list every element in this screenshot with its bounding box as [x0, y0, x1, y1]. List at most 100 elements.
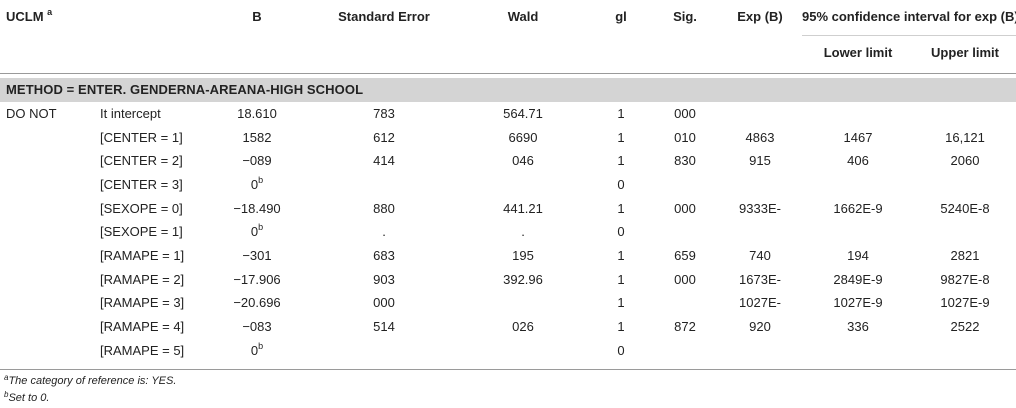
cell-sig	[652, 220, 718, 244]
cell-variable: [CENTER = 2]	[100, 153, 183, 169]
cell-group	[0, 244, 92, 268]
cell-group	[0, 173, 92, 197]
cell-lower-limit: 1027E-9	[833, 295, 883, 311]
header-sig: Sig.	[673, 9, 697, 24]
cell-variable: [RAMAPE = 4]	[100, 319, 185, 335]
cell-variable: [RAMAPE = 2]	[100, 271, 185, 287]
cell-wald: 026	[512, 319, 534, 335]
cell-group	[0, 267, 92, 291]
cell-b: −18.490	[233, 200, 281, 216]
cell-exp-b	[718, 173, 802, 197]
table-row: [RAMAPE = 1] −301 683 195 1 659 740 194 2821	[0, 244, 1016, 268]
cell-b: 18.610	[237, 105, 277, 121]
cell-upper-limit	[914, 102, 1016, 126]
cell-standard-error: 880	[373, 200, 395, 216]
cell-gl: 1	[617, 200, 625, 216]
cell-wald	[456, 291, 590, 315]
cell-group	[0, 338, 92, 362]
table-row: [SEXOPE = 1] 0b.. 0	[0, 220, 1016, 244]
cell-upper-limit: 1027E-9	[940, 295, 990, 311]
footnote-marker: b	[258, 174, 264, 185]
cell-upper-limit	[914, 338, 1016, 362]
cell-gl: 0	[617, 342, 625, 358]
cell-wald: 441.21	[503, 200, 543, 216]
cell-variable: [RAMAPE = 3]	[100, 295, 185, 311]
cell-gl: 1	[617, 105, 625, 121]
header-confidence-interval: 95% confidence interval for exp (B)	[802, 0, 1016, 36]
table-row: [CENTER = 3] 0b 0	[0, 173, 1016, 197]
cell-standard-error: 000	[373, 295, 395, 311]
header-exp-b: Exp (B)	[737, 9, 783, 24]
footnote-b: bSet to 0.	[4, 390, 50, 405]
footnote-marker: b	[258, 340, 264, 351]
cell-upper-limit	[914, 173, 1016, 197]
cell-b: −20.696	[233, 295, 281, 311]
cell-lower-limit: 1662E-9	[833, 200, 883, 216]
regression-table: UCLM a B Standard Error Wald gl Sig. Exp…	[0, 0, 1016, 362]
table-row: [RAMAPE = 4] −083 514 026 1 872 920 336 2522	[0, 315, 1016, 339]
cell-variable: [CENTER = 1]	[100, 129, 183, 145]
cell-exp-b	[718, 102, 802, 126]
cell-wald: .	[521, 224, 525, 240]
cell-gl: 1	[617, 271, 625, 287]
cell-upper-limit: 2522	[950, 319, 980, 335]
cell-lower-limit: 1467	[843, 129, 873, 145]
cell-wald: 392.96	[503, 271, 543, 287]
cell-exp-b: 920	[749, 319, 771, 335]
cell-sig: 830	[674, 153, 696, 169]
cell-gl: 1	[617, 129, 625, 145]
cell-group	[0, 220, 92, 244]
cell-variable: [RAMAPE = 1]	[100, 247, 185, 263]
cell-sig: 010	[674, 129, 696, 145]
cell-sig: 000	[674, 105, 696, 121]
table-row: DO NOT It intercept 18.610 783 564.71 1 000	[0, 102, 1016, 126]
table-row: [CENTER = 1] 1582 612 6690 1 010 4863 1467 16,12…	[0, 125, 1016, 149]
table-row: [SEXOPE = 0] −18.490 880 441.21 1 000 9333E- 16…	[0, 196, 1016, 220]
cell-group	[0, 291, 92, 315]
cell-wald: 6690	[508, 129, 538, 145]
cell-b: −301	[242, 247, 272, 263]
cell-group: DO NOT	[6, 105, 57, 121]
cell-upper-limit	[914, 220, 1016, 244]
cell-lower-limit: 336	[847, 319, 869, 335]
cell-b: −089	[242, 153, 272, 169]
cell-b: 1582	[242, 129, 272, 145]
cell-sig: 000	[674, 271, 696, 287]
cell-standard-error	[312, 338, 456, 362]
method-row: METHOD = ENTER. GENDERNA-AREANA-HIGH SCH…	[0, 77, 1016, 102]
cell-gl: 1	[617, 247, 625, 263]
header-upper-limit: Upper limit	[914, 35, 1016, 74]
cell-exp-b: 1673E-	[739, 271, 781, 287]
cell-sig: 659	[674, 247, 696, 263]
cell-exp-b: 9333E-	[739, 200, 781, 216]
header-standard-error: Standard Error	[338, 9, 430, 24]
cell-gl: 0	[617, 176, 625, 192]
cell-sig: 000	[674, 200, 696, 216]
cell-wald: 195	[512, 247, 534, 263]
cell-sig	[652, 338, 718, 362]
cell-lower-limit	[802, 338, 914, 362]
header-lower-limit: Lower limit	[802, 35, 914, 74]
cell-lower-limit	[802, 173, 914, 197]
cell-lower-limit: 2849E-9	[833, 271, 883, 287]
cell-variable: [CENTER = 3]	[100, 176, 183, 192]
cell-gl: 0	[617, 224, 625, 240]
cell-upper-limit: 16,121	[945, 129, 985, 145]
cell-upper-limit: 5240E-8	[940, 200, 990, 216]
table-row: [RAMAPE = 2] −17.906 903 392.96 1 000 1673E- 28…	[0, 267, 1016, 291]
cell-variable: [RAMAPE = 5]	[100, 342, 185, 358]
cell-upper-limit: 2060	[950, 153, 980, 169]
cell-gl: 1	[617, 295, 625, 311]
footnote-a: aThe category of reference is: YES.	[4, 373, 177, 388]
cell-standard-error: 683	[373, 247, 395, 263]
header-gl: gl	[615, 9, 627, 24]
footnote-marker: b	[258, 222, 264, 233]
cell-gl: 1	[617, 319, 625, 335]
header-wald: Wald	[507, 9, 539, 24]
cell-standard-error: 783	[373, 105, 395, 121]
cell-group	[0, 125, 92, 149]
cell-lower-limit	[802, 220, 914, 244]
cell-standard-error: 612	[373, 129, 395, 145]
table-row: [CENTER = 2] −089 414 046 1 830 915 406 2060	[0, 149, 1016, 173]
